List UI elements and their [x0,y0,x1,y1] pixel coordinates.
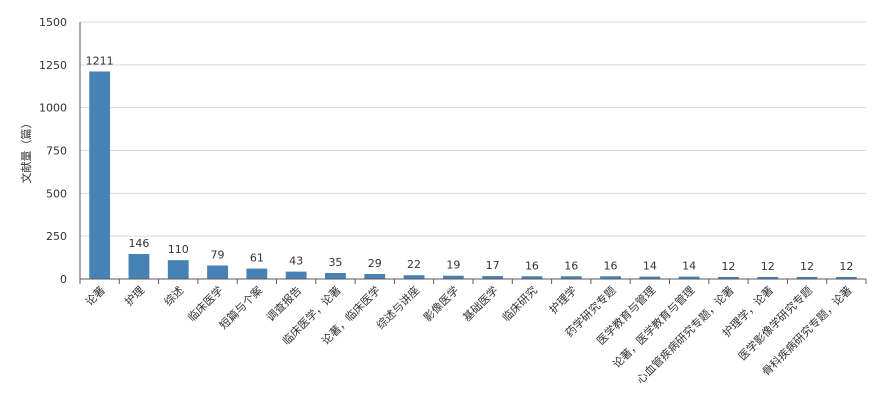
data-label: 12 [800,260,814,273]
x-tick-label: 综述与讲座 [373,283,422,332]
x-tick-label: 基础医学 [460,283,501,324]
x-tick-label: 临床医学 [185,283,226,324]
y-tick-label: 1000 [39,102,67,115]
x-tick-label: 综述 [161,283,186,308]
bar [639,276,661,279]
x-tick-label: 论著 [82,283,107,308]
bar [521,276,543,279]
y-tick-label: 750 [46,145,67,158]
y-tick-label: 500 [46,187,67,200]
data-label: 16 [564,259,578,272]
bar [442,275,464,279]
bar [600,276,621,279]
data-label: 35 [328,256,342,269]
data-label: 14 [643,260,657,273]
x-tick-label: 护理学 [546,283,579,316]
bar [246,268,268,279]
data-label: 12 [721,260,735,273]
bar [167,260,189,279]
x-tick-label: 影像医学 [420,283,461,324]
bar [207,265,228,279]
bar [757,276,779,279]
bar [718,276,739,279]
y-tick-label: 0 [60,273,67,286]
bar [560,276,582,279]
data-label: 110 [168,243,189,256]
x-tick-label: 医学影像学研究专题 [735,283,815,363]
data-label: 146 [128,237,149,250]
y-axis-title: 文献量（篇） [19,118,33,184]
y-tick-label: 1250 [39,59,67,72]
data-label: 29 [368,257,382,270]
bar [482,276,504,279]
bar [364,274,386,279]
x-tick-label: 护理 [122,283,147,308]
data-label: 19 [446,259,460,272]
bar [403,275,425,279]
data-label: 61 [250,252,264,265]
data-label: 16 [525,259,539,272]
bar [89,71,111,279]
x-tick-label: 临床研究 [499,283,540,324]
y-tick-label: 250 [46,230,67,243]
bar [285,271,307,279]
bar [128,253,150,279]
data-label: 12 [839,260,853,273]
y-tick-label: 1500 [39,16,67,29]
data-label: 79 [211,248,225,261]
x-tick-label: 短篇与个案 [216,283,265,332]
data-label: 1211 [86,55,114,68]
data-label: 43 [289,255,303,268]
data-label: 12 [761,260,775,273]
x-tick-label: 调查报告 [263,283,304,324]
data-label: 17 [486,259,500,272]
bar [835,276,857,279]
bar [796,276,818,279]
data-label: 16 [604,259,618,272]
data-label: 22 [407,258,421,271]
bar [678,276,700,279]
data-label: 14 [682,260,696,273]
bar [325,273,346,279]
